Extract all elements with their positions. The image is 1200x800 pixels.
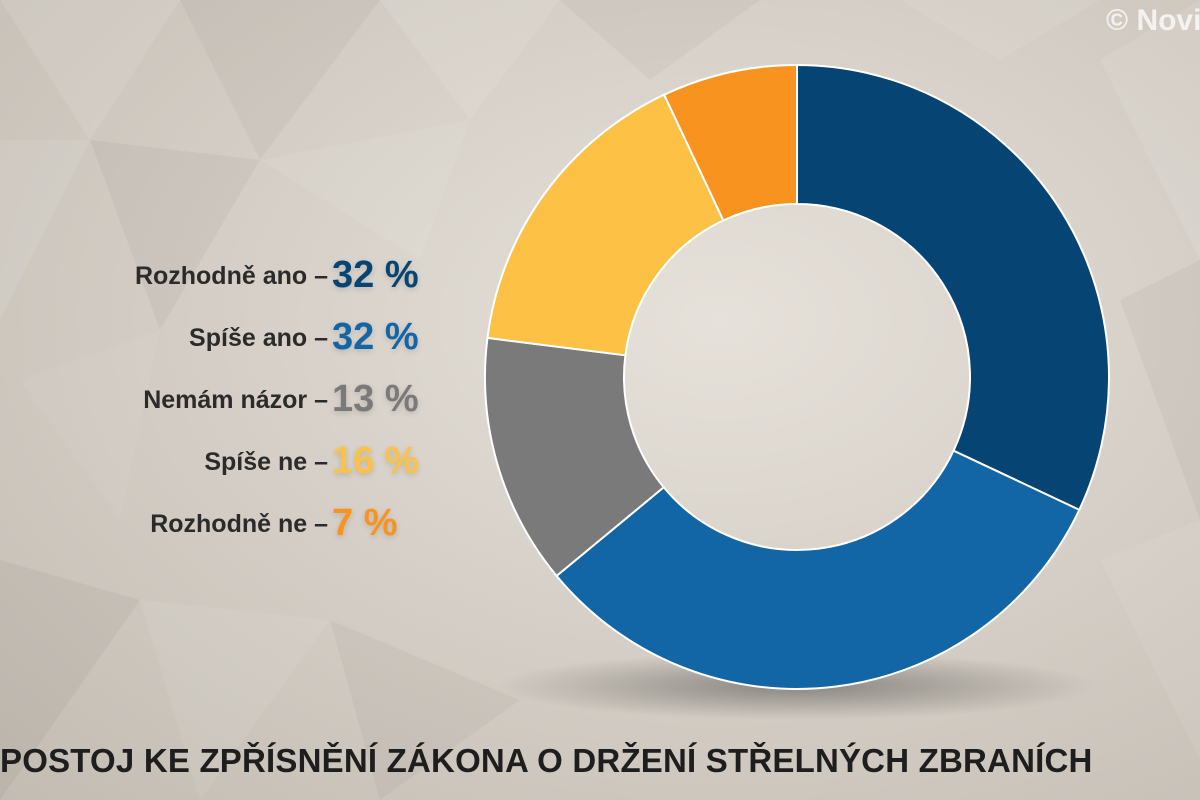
legend-label: Rozhodně ne – (150, 510, 328, 538)
legend-value: 13 % (332, 378, 419, 420)
legend-value: 7 % (332, 502, 398, 544)
donut-slice-4 (486, 93, 725, 357)
legend-value: 16 % (332, 440, 419, 482)
donut-slice-1 (796, 63, 1110, 512)
legend-item: Spíše ano –32 % (0, 310, 440, 372)
watermark: © Novi (1106, 4, 1200, 37)
legend-item: Rozhodně ne –7 % (0, 496, 440, 558)
legend-label: Rozhodně ano – (134, 262, 328, 290)
legend-item: Spíše ne –16 % (0, 434, 440, 496)
chart-title: POSTOJ KE ZPŘÍSNĚNÍ ZÁKONA O DRŽENÍ STŘE… (0, 742, 1093, 779)
legend-value: 32 % (332, 254, 419, 296)
legend-item: Nemám názor –13 % (0, 372, 440, 434)
legend-label: Spíše ano – (189, 324, 328, 352)
legend-item: Rozhodně ano –32 % (0, 248, 440, 310)
donut-slice-3 (484, 336, 666, 578)
legend-label: Nemám názor – (143, 386, 328, 414)
legend-label: Spíše ne – (204, 448, 328, 476)
donut-slice-2 (555, 449, 1081, 690)
donut-slice-5 (662, 63, 798, 222)
legend-value: 32 % (332, 316, 419, 358)
